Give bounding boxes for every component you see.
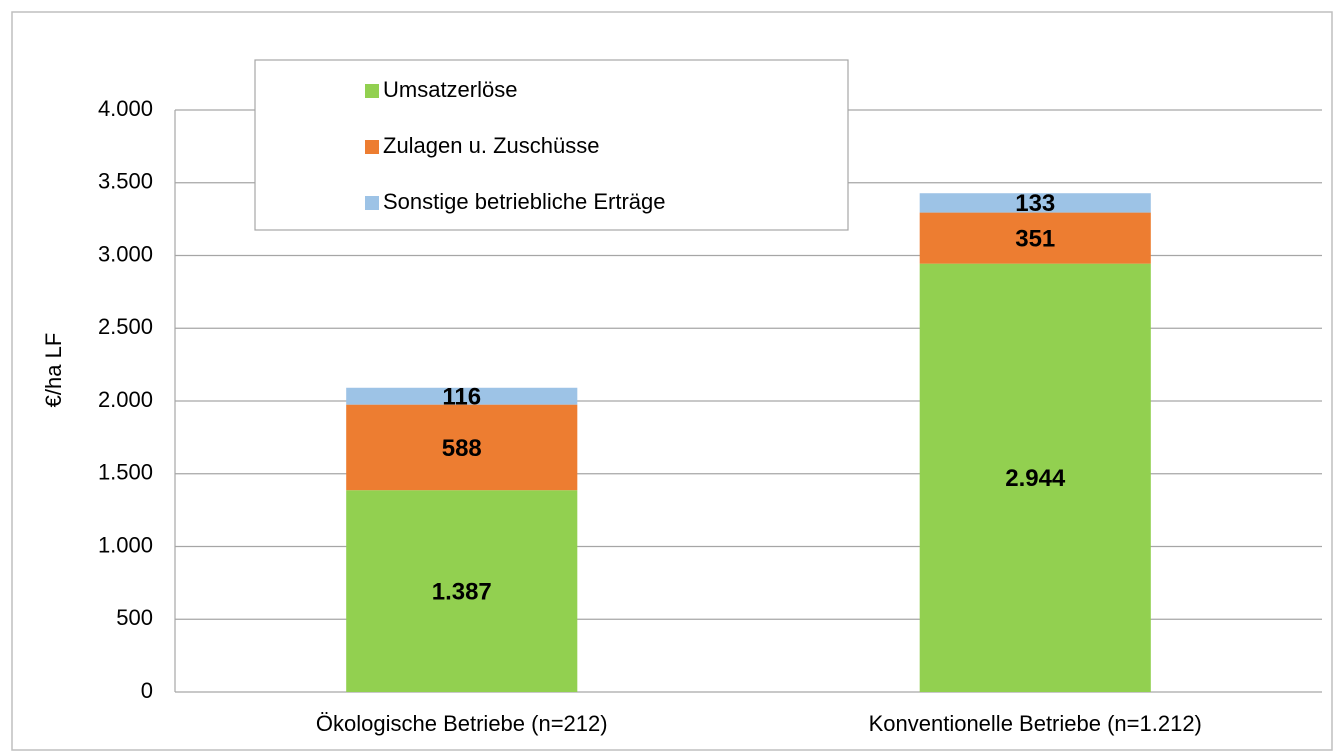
bar-segment	[346, 490, 578, 692]
y-tick-label: 2.000	[98, 387, 153, 412]
y-tick-label: 500	[116, 605, 153, 630]
legend-swatch	[365, 196, 379, 210]
y-tick-label: 3.500	[98, 169, 153, 194]
bar-segment	[919, 212, 1151, 264]
data-label: 133	[1015, 190, 1055, 217]
legend-label: Sonstige betriebliche Erträge	[383, 189, 666, 214]
y-tick-label: 0	[141, 678, 153, 703]
legend-label: Umsatzerlöse	[383, 77, 517, 102]
y-tick-label: 4.000	[98, 96, 153, 121]
data-label: 116	[442, 384, 481, 411]
legend-swatch	[365, 84, 379, 98]
y-tick-label: 1.000	[98, 532, 153, 557]
data-label: 1.387	[432, 578, 492, 605]
x-tick-label: Ökologische Betriebe (n=212)	[316, 711, 608, 736]
legend-label: Zulagen u. Zuschüsse	[383, 133, 599, 158]
bar-segment	[346, 387, 578, 405]
bar-segment	[919, 263, 1151, 692]
y-axis-label: €/ha LF	[41, 333, 66, 408]
bar-segment	[346, 404, 578, 491]
bar-segment	[919, 193, 1151, 213]
y-tick-label: 3.000	[98, 241, 153, 266]
x-tick-label: Konventionelle Betriebe (n=1.212)	[869, 711, 1202, 736]
data-label: 588	[442, 435, 482, 462]
data-label: 351	[1015, 225, 1055, 252]
legend-swatch	[365, 140, 379, 154]
data-label: 2.944	[1005, 465, 1066, 492]
legend-box	[254, 59, 849, 231]
y-tick-label: 1.500	[98, 460, 153, 485]
y-tick-label: 2.500	[98, 314, 153, 339]
